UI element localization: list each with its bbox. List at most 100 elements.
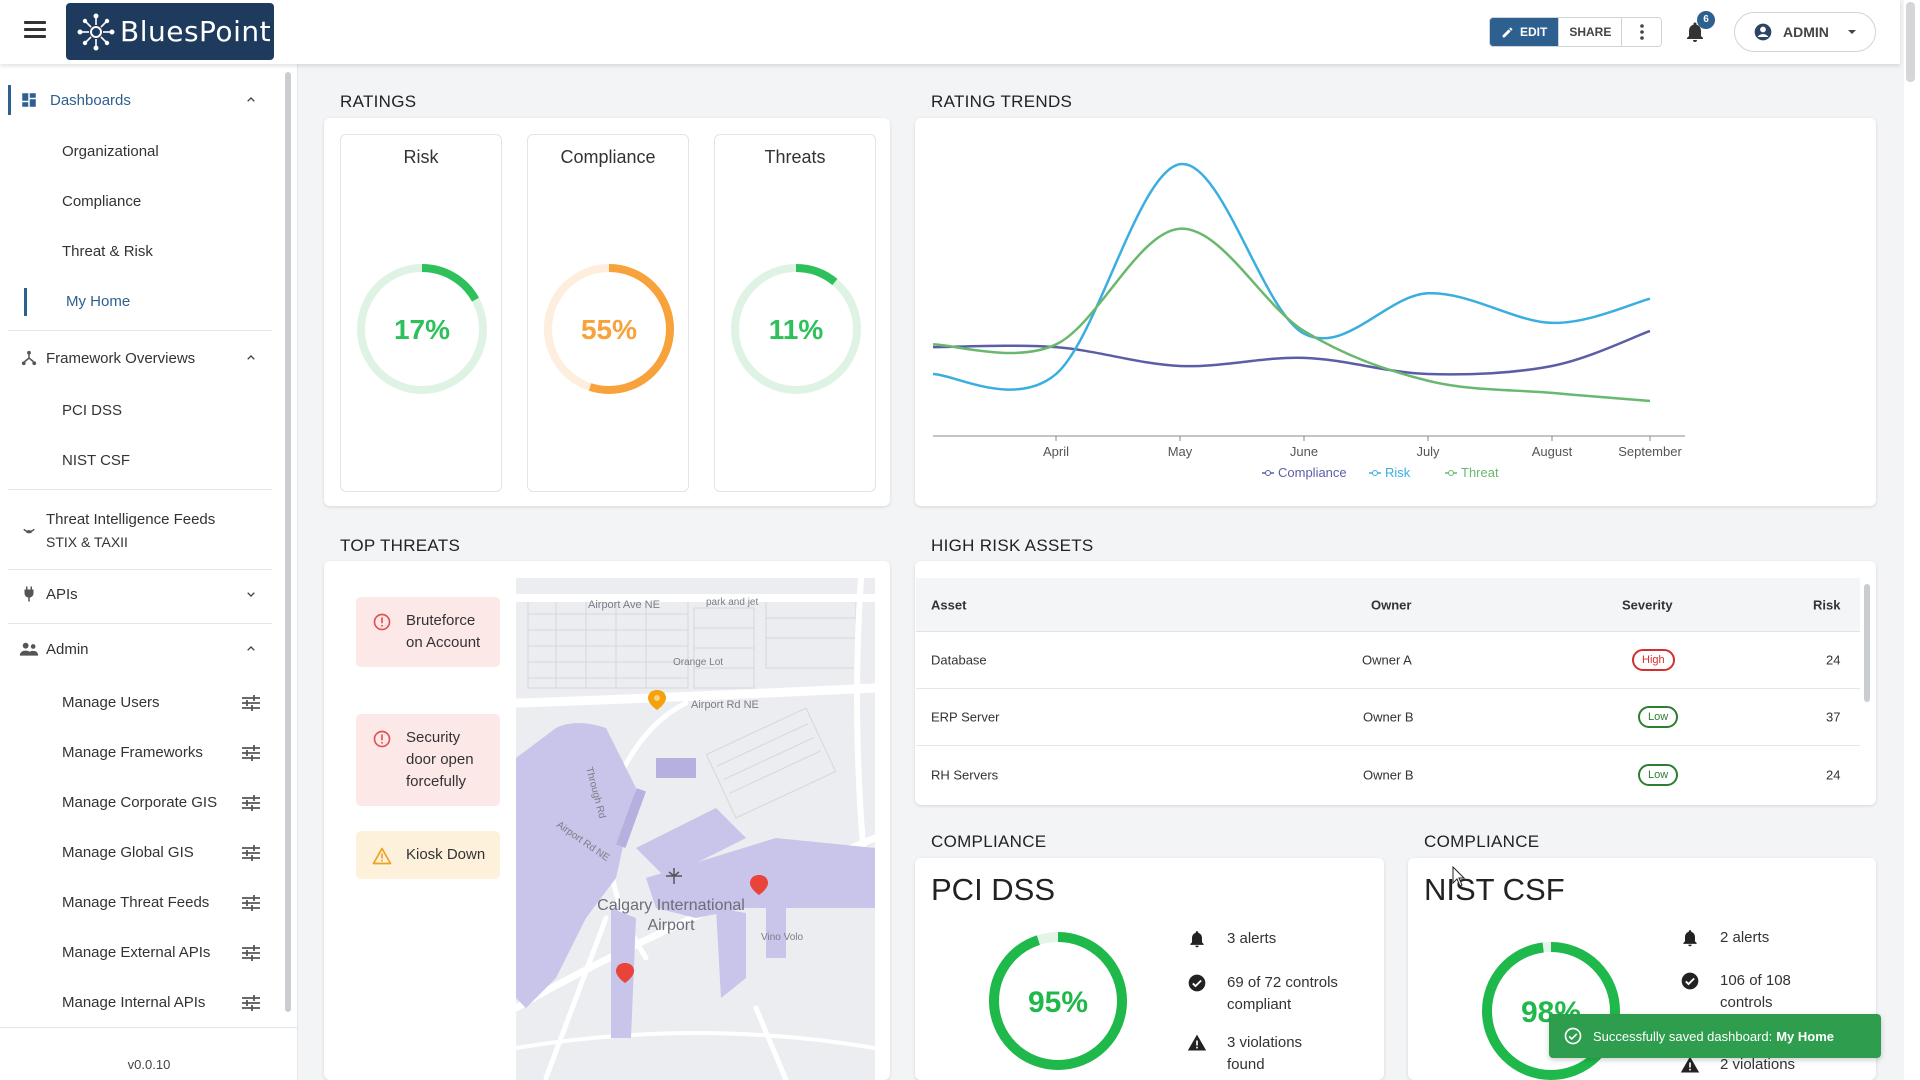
pencil-icon (1502, 27, 1513, 37)
pci-dss-card: PCI DSS 95% 3 alerts 69 of 72 controls c… (915, 858, 1384, 1080)
tune-icon[interactable] (242, 745, 260, 761)
more-vert-icon (1640, 24, 1644, 40)
chevron-down-icon (247, 592, 255, 597)
tune-icon[interactable] (242, 895, 260, 911)
menu-icon[interactable] (24, 21, 46, 43)
violations-found: 3 violations found (1227, 1032, 1302, 1076)
map-pin-icon[interactable] (648, 690, 666, 710)
logo-icon (77, 13, 115, 50)
app-version: v0.0.10 (127, 1057, 171, 1072)
toast-message: Successfully saved dashboard: (1593, 1028, 1773, 1044)
tune-icon[interactable] (242, 945, 260, 961)
high-risk-assets-title: HIGH RISK ASSETS (931, 536, 1094, 555)
page-scrollbar[interactable] (1906, 2, 1915, 82)
edit-label: EDIT (1520, 25, 1548, 39)
warning-icon (1187, 1034, 1207, 1051)
column-header-risk[interactable]: Risk (1813, 597, 1841, 612)
column-header-owner[interactable]: Owner (1371, 597, 1412, 612)
legend-item-risk: Risk (1369, 465, 1411, 480)
sidebar-item-manage-threat-feeds[interactable]: Manage Threat Feeds (62, 894, 210, 911)
threat-label: Bruteforce on Account (406, 612, 481, 651)
alert-circle-icon (373, 730, 391, 748)
sidebar-item-manage-corporate-gis[interactable]: Manage Corporate GIS (62, 794, 218, 811)
tune-icon[interactable] (242, 845, 260, 861)
x-tick-label: May (1168, 444, 1193, 459)
sidebar-item-manage-global-gis[interactable]: Manage Global GIS (62, 844, 194, 861)
tune-icon[interactable] (242, 695, 260, 711)
tune-icon[interactable] (242, 995, 260, 1011)
divider (8, 489, 272, 490)
user-menu-button[interactable]: ADMIN (1734, 12, 1876, 52)
map-pin-icon[interactable] (750, 875, 768, 895)
share-button[interactable]: SHARE (1558, 18, 1622, 46)
sidebar-group-apis[interactable]: APIs (0, 582, 280, 606)
sidebar-item-my-home[interactable]: My Home (66, 293, 131, 310)
sidebar-item-threat-feeds[interactable]: Threat Intelligence Feeds STIX & TAXII (0, 507, 280, 553)
sidebar-scrollbar[interactable] (285, 72, 291, 1012)
threat-label: Security door open forcefully (406, 729, 474, 790)
sidebar-item-pci-dss[interactable]: PCI DSS (62, 402, 123, 419)
sidebar-item-manage-external-apis[interactable]: Manage External APIs (62, 944, 211, 961)
threat-feeds-label-line2: STIX & TAXII (46, 534, 128, 550)
check-circle-icon (1188, 974, 1206, 992)
tune-icon[interactable] (242, 795, 260, 811)
map-label: Airport (647, 917, 695, 934)
threat-feeds-label-line1: Threat Intelligence Feeds (46, 511, 216, 528)
controls-line1: 69 of 72 controls (1227, 974, 1338, 991)
sidebar-group-dashboards[interactable]: Dashboards (0, 88, 280, 112)
owner-cell: Owner A (1362, 652, 1412, 668)
asset-cell: ERP Server (931, 709, 1000, 725)
threat-map[interactable]: Airport Ave NE park and jet Orange Lot A… (516, 578, 875, 1080)
threat-item[interactable]: Security door open forcefully (356, 714, 500, 806)
table-row[interactable]: RH Servers Owner B Low 24 (916, 746, 1860, 803)
sidebar-group-admin[interactable]: Admin (0, 637, 280, 661)
map-label: Airport Ave NE (588, 599, 660, 611)
sidebar-admin-label: Admin (46, 640, 89, 658)
compliance-gauge: 55% (544, 264, 674, 394)
severity-badge: Low (1638, 763, 1679, 786)
sidebar-item-compliance[interactable]: Compliance (62, 193, 142, 210)
gauge-value: 11% (769, 314, 824, 345)
controls-compliant: 106 of 108 controls (1720, 970, 1791, 1014)
violations-line1: 3 violations (1227, 1034, 1303, 1051)
legend-marker (1265, 470, 1271, 476)
map-pin-icon[interactable] (616, 963, 634, 983)
sidebar-group-framework-overviews[interactable]: Framework Overviews (0, 346, 280, 370)
chevron-up-icon (247, 646, 255, 651)
column-header-asset[interactable]: Asset (931, 597, 967, 612)
alert-circle-icon (373, 613, 391, 631)
notification-count-badge: 6 (1697, 11, 1715, 29)
sidebar-item-organizational[interactable]: Organizational (62, 143, 159, 160)
alerts-count: 3 alerts (1227, 930, 1277, 947)
threat-item[interactable]: Kiosk Down (356, 831, 500, 879)
sidebar-item-manage-users[interactable]: Manage Users (62, 694, 160, 711)
threat-item[interactable]: Bruteforce on Account (356, 597, 500, 667)
brand-logo[interactable]: BluesPoint (66, 3, 274, 60)
sidebar-item-nist-csf[interactable]: NIST CSF (62, 452, 131, 469)
table-row[interactable]: ERP Server Owner B Low 37 (916, 689, 1860, 746)
controls-line2: compliant (1227, 996, 1292, 1013)
people-icon (18, 638, 40, 660)
risk-cell: 24 (1826, 767, 1841, 782)
success-toast[interactable]: Successfully saved dashboard: My Home (1549, 1014, 1881, 1058)
divider (8, 623, 272, 624)
edit-button[interactable]: EDIT (1490, 18, 1559, 46)
table-scrollbar[interactable] (1864, 584, 1870, 702)
threats-gauge-title: Threats (764, 147, 826, 167)
table-row[interactable]: Database Owner A High 24 (916, 632, 1860, 689)
sidebar-item-threat-risk[interactable]: Threat & Risk (62, 243, 153, 260)
bell-icon (1190, 931, 1204, 948)
series-line-compliance (932, 329, 1651, 376)
sidebar-item-manage-frameworks[interactable]: Manage Frameworks (62, 744, 203, 761)
column-header-severity[interactable]: Severity (1622, 597, 1673, 612)
notification-bell-icon[interactable] (1683, 20, 1707, 44)
severity-badge: Low (1638, 706, 1679, 728)
violations-line2: found (1227, 1056, 1265, 1073)
map-label: park and jet (706, 597, 758, 608)
map-label: Airport Rd NE (691, 699, 759, 711)
compliance-section-title: COMPLIANCE (1424, 832, 1540, 851)
divider (8, 569, 272, 570)
sidebar-item-manage-internal-apis[interactable]: Manage Internal APIs (62, 994, 206, 1011)
more-options-button[interactable] (1621, 18, 1662, 46)
account-circle-icon (1754, 23, 1772, 41)
